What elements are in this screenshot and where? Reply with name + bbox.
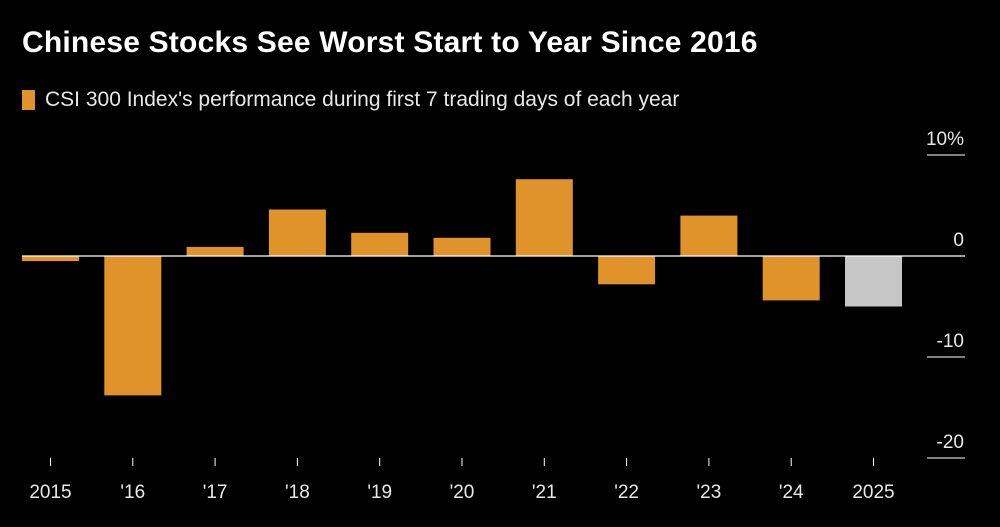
x-tick-label-6: '21	[532, 482, 557, 503]
x-axis: 2015 '16 '17 '18 '19 '20 '21 '22 '23 '24 2025	[29, 458, 895, 503]
x-tick-label-2: '17	[203, 482, 228, 503]
bar-0	[22, 256, 79, 262]
chart-title: Chinese Stocks See Worst Start to Year S…	[22, 26, 758, 59]
bar-10	[845, 256, 902, 307]
x-tick-label-3: '18	[285, 482, 310, 503]
legend: CSI 300 Index's performance during first…	[22, 88, 679, 112]
bar-7	[598, 256, 656, 285]
y-tick-label-1: 0	[953, 230, 964, 251]
bar-2	[186, 246, 244, 256]
bars-group	[22, 179, 902, 396]
bar-5	[433, 237, 491, 256]
y-tick-label-0: 10%	[926, 129, 964, 150]
bar-3	[268, 209, 326, 256]
bar-6	[515, 179, 573, 256]
y-axis: 10% 0 -10 -20	[926, 129, 965, 459]
x-tick-label-10: 2025	[852, 482, 894, 503]
bar-1	[104, 256, 162, 396]
y-tick-label-2: -10	[937, 331, 964, 352]
bar-4	[351, 232, 409, 256]
legend-label: CSI 300 Index's performance during first…	[45, 88, 680, 111]
bar-9	[762, 256, 820, 301]
x-tick-label-8: '23	[697, 482, 722, 503]
x-tick-label-5: '20	[450, 482, 475, 503]
x-tick-label-1: '16	[120, 482, 145, 503]
x-tick-label-9: '24	[779, 482, 804, 503]
bar-8	[680, 215, 738, 256]
x-tick-label-0: 2015	[29, 482, 71, 503]
x-tick-label-7: '22	[614, 482, 639, 503]
y-tick-label-3: -20	[937, 432, 964, 453]
x-tick-label-4: '19	[367, 482, 392, 503]
legend-swatch	[22, 90, 35, 110]
